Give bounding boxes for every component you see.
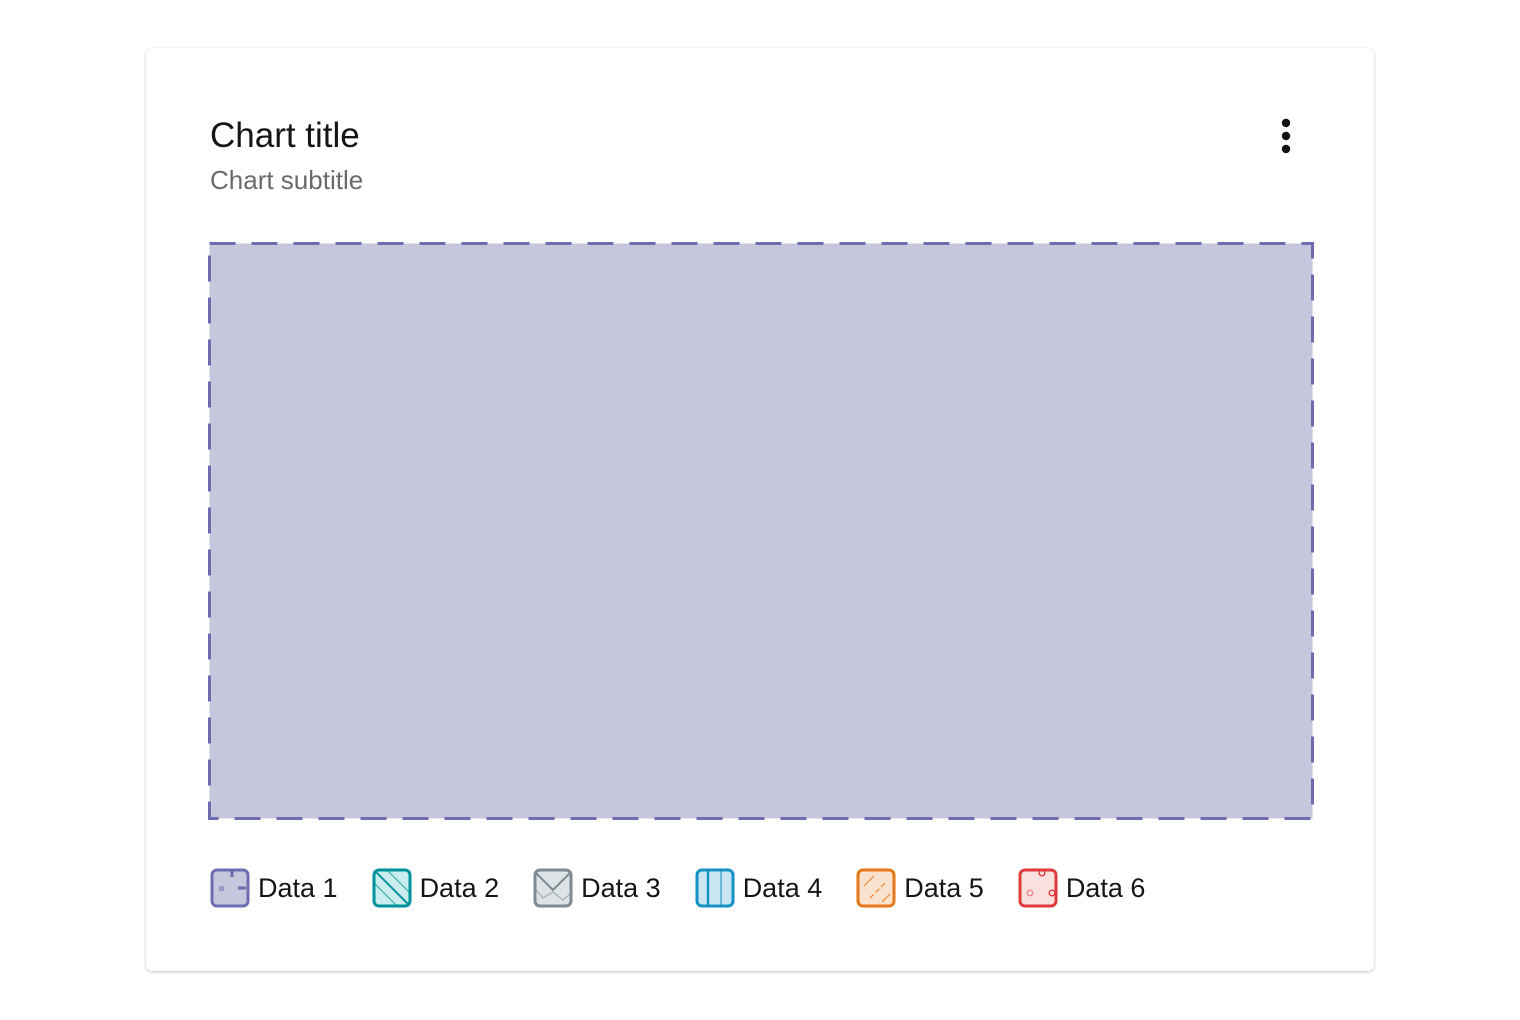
chart-title: Chart title — [210, 116, 360, 155]
legend-label-data-5: Data 5 — [904, 873, 984, 903]
legend-swatch-data-3 — [533, 868, 573, 908]
legend-label-data-3: Data 3 — [581, 873, 661, 903]
legend-label-data-2: Data 2 — [419, 873, 500, 903]
chart-legend: Data 1 Data 2 Data 3 Data 4 Data 5 Data 6 — [210, 868, 1179, 908]
legend-swatch-data-1 — [210, 868, 250, 908]
area-series-data-1[interactable] — [208, 242, 1314, 820]
legend-item-data-2[interactable]: Data 2 — [372, 868, 500, 908]
legend-label-data-6: Data 6 — [1065, 873, 1146, 903]
legend-swatch-data-5 — [856, 868, 896, 908]
kebab-menu-icon — [1281, 118, 1291, 154]
legend-swatch-data-6 — [1018, 868, 1058, 908]
legend-label-data-1: Data 1 — [258, 873, 338, 903]
legend-item-data-1[interactable]: Data 1 — [210, 868, 338, 908]
chart-plot-area — [208, 242, 1314, 820]
legend-item-data-5[interactable]: Data 5 — [856, 868, 984, 908]
legend-swatch-data-4 — [695, 868, 735, 908]
legend-swatch-data-2 — [372, 868, 412, 908]
legend-item-data-4[interactable]: Data 4 — [695, 868, 823, 908]
legend-label-data-4: Data 4 — [742, 873, 823, 903]
legend-item-data-6[interactable]: Data 6 — [1018, 868, 1146, 908]
more-options-button[interactable] — [1266, 114, 1306, 158]
legend-item-data-3[interactable]: Data 3 — [533, 868, 661, 908]
chart-subtitle: Chart subtitle — [210, 165, 364, 195]
